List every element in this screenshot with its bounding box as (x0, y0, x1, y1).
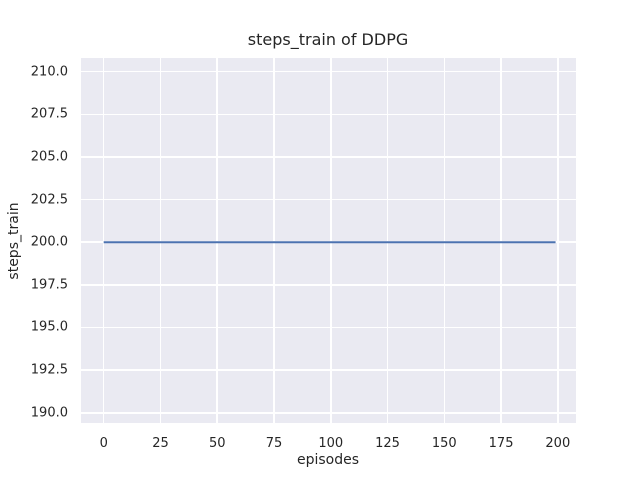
vertical-gridline (216, 58, 218, 423)
y-tick-label: 205.0 (30, 149, 68, 165)
horizontal-gridline (81, 369, 576, 371)
y-tick-label: 190.0 (30, 405, 68, 421)
horizontal-gridline (81, 412, 576, 414)
x-tick-label: 200 (545, 436, 571, 451)
plot-area (81, 58, 576, 423)
vertical-gridline (159, 58, 162, 423)
x-tick-label: 25 (152, 436, 169, 451)
x-axis-label: episodes (296, 452, 360, 468)
series-layer (103, 241, 556, 244)
y-tick-label: 197.5 (30, 277, 68, 293)
horizontal-gridline (81, 156, 576, 158)
horizontal-gridline (81, 284, 576, 286)
y-tick-label: 207.5 (30, 106, 68, 122)
vertical-gridline (500, 58, 502, 423)
vertical-gridline (557, 58, 559, 423)
x-tick-label: 125 (375, 436, 400, 451)
y-tick-label: 192.5 (30, 362, 68, 378)
vertical-gridline (386, 58, 389, 423)
y-tick-label: 200.0 (30, 234, 68, 250)
y-axis-label: steps_train (6, 202, 22, 280)
x-tick-label: 0 (99, 436, 108, 451)
y-tick-label: 210.0 (30, 64, 68, 80)
vertical-gridline (102, 58, 105, 423)
y-tick-label: 202.5 (30, 192, 68, 208)
x-tick-label: 150 (431, 436, 457, 451)
horizontal-gridline (81, 113, 576, 116)
vertical-gridline (330, 58, 332, 423)
x-tick-label: 75 (265, 436, 283, 451)
y-tick-label: 195.0 (30, 319, 68, 335)
x-tick-label: 100 (318, 436, 344, 451)
chart-title: steps_train of DDPG (247, 30, 409, 49)
x-tick-label: 50 (208, 436, 226, 451)
horizontal-gridline (81, 198, 576, 201)
vertical-gridline (443, 58, 446, 423)
horizontal-gridline (81, 70, 576, 73)
horizontal-gridline (81, 326, 576, 329)
vertical-gridline (273, 58, 275, 423)
x-tick-label: 175 (488, 436, 514, 451)
